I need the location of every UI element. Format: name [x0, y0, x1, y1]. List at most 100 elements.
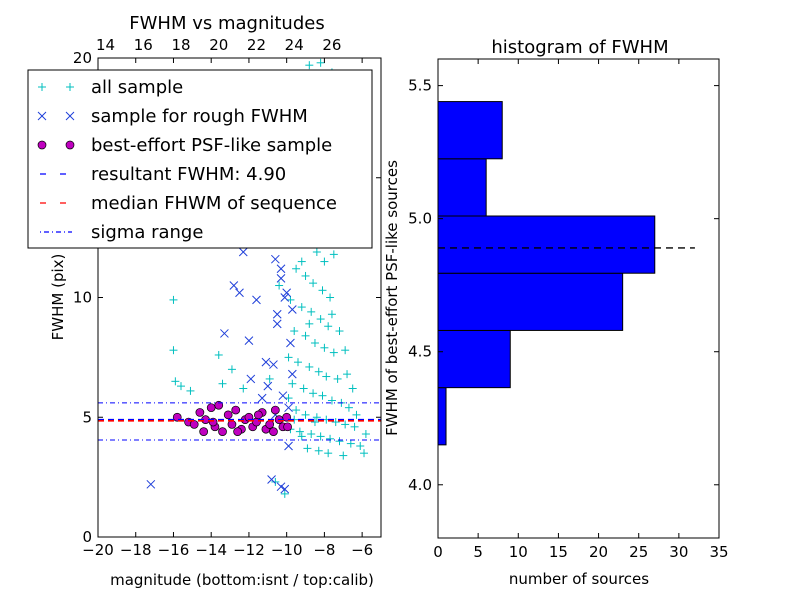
series-0-point-68 [346, 439, 355, 448]
series-0-point-55 [292, 406, 301, 415]
right-y-tick-label-2: 5.0 [408, 210, 432, 228]
left-top-axis: 14 16 18 20 22 24 26 [96, 36, 341, 54]
legend-swatch-2-a [37, 140, 47, 150]
series-1-point-8 [257, 393, 267, 403]
series-2-point-28 [269, 427, 278, 436]
series-0-point-46 [322, 372, 331, 381]
hist-bar-4 [437, 158, 487, 217]
series-1-point-16 [276, 273, 286, 283]
legend-all-sample: all sample [91, 77, 183, 98]
series-1-point-22 [286, 338, 295, 348]
series-1-point-11 [272, 319, 282, 329]
series-0-point-45 [314, 367, 323, 376]
left-plot-area [98, 58, 381, 498]
series-0-point-94 [310, 418, 319, 427]
series-2-point-24 [199, 427, 209, 436]
series-0-point-43 [293, 358, 302, 367]
right-x-tick-label-6: 30 [669, 543, 688, 561]
series-0-point-84 [327, 310, 336, 319]
series-1-point-20 [263, 381, 273, 391]
series-1-point-1 [220, 329, 229, 338]
left-y-axis-label: FWHM (pix) [49, 254, 67, 341]
right-axes-frame [437, 58, 720, 539]
series-0-point-0 [169, 295, 178, 304]
series-1-point-27 [287, 369, 297, 379]
series-2-point-26 [233, 427, 242, 436]
series-0-point-28 [301, 271, 310, 280]
series-0-point-6 [218, 379, 227, 388]
series-2-point-27 [254, 410, 263, 420]
series-0-point-64 [307, 430, 316, 439]
left-x-tick-label-0: −20 [82, 541, 114, 559]
right-x-tick-label-7: 35 [709, 543, 728, 561]
legend-swatches [37, 83, 75, 233]
series-1-point-21 [269, 360, 278, 369]
series-1-point-9 [261, 357, 271, 367]
series-0-point-90 [361, 430, 370, 439]
series-0-point-93 [297, 432, 306, 441]
series-0-point-54 [344, 403, 353, 412]
series-0-point-29 [309, 279, 318, 288]
right-y-axis: 4.0 4.5 5.0 5.5 [408, 77, 719, 494]
series-0-point-18 [316, 58, 325, 67]
left-y-tick-label-2: 10 [73, 289, 92, 307]
series-0-point-17 [305, 61, 314, 70]
series-0-point-10 [280, 489, 289, 498]
series-0-point-56 [301, 410, 310, 419]
series-0-point-70 [303, 444, 312, 453]
series-1-point-12 [276, 482, 286, 492]
series-0-point-27 [292, 264, 301, 273]
left-x-tick-label-4: −12 [233, 541, 265, 559]
legend-swatch-0-b [66, 83, 74, 91]
series-1-point-10 [267, 475, 276, 484]
series-2-point-2 [189, 420, 199, 429]
series-0-point-1 [169, 346, 178, 355]
series-0-point-52 [327, 396, 336, 405]
series-0-point-57 [312, 413, 321, 422]
right-y-tick-label-0: 4.0 [408, 476, 432, 494]
left-bottom-axis: −20 −18 −16 −14 −12 −10 −8 −6 [82, 58, 373, 559]
series-0-point-49 [299, 384, 308, 393]
right-x-tick-label-4: 20 [589, 543, 608, 561]
series-1-point-23 [272, 309, 282, 319]
series-1-point-14 [284, 441, 293, 451]
series-0-point-48 [288, 379, 297, 388]
series-0-point-41 [329, 348, 338, 357]
right-x-tick-label-0: 0 [433, 543, 443, 561]
series-2-point-11 [231, 405, 241, 415]
series-0-point-85 [335, 327, 344, 336]
right-chart: histogram of FWHM 0 5 10 15 20 25 30 35 4.0 4.5 5… [383, 37, 729, 588]
right-x-axis: 0 5 10 15 20 25 30 35 [433, 59, 729, 561]
series-1-point-4 [238, 247, 248, 257]
series-0-point-82 [297, 257, 306, 266]
legend-swatch-1-a [37, 111, 47, 121]
series-0-point-59 [331, 418, 340, 427]
left-legend: all sample sample for rough FWHM best-ef… [27, 69, 373, 249]
series-0-point-74 [360, 449, 369, 458]
series-1-point-3 [235, 288, 244, 298]
left-top-tick-label-2: 18 [171, 36, 190, 54]
series-0-point-34 [307, 307, 316, 316]
series-0-point-83 [305, 319, 314, 328]
left-series-layer [98, 58, 381, 498]
left-top-tick-label-0: 14 [96, 36, 115, 54]
right-y-tick-label-3: 5.5 [408, 77, 432, 95]
left-top-tick-label-1: 16 [134, 36, 153, 54]
series-0-point-51 [318, 391, 327, 400]
left-chart: FWHM vs magnitudes 14 16 18 20 22 24 26 −20 −18… [27, 13, 382, 589]
right-x-tick-label-2: 10 [509, 543, 528, 561]
left-top-tick-label-5: 24 [285, 36, 304, 54]
legend-sigma-range: sigma range [91, 222, 203, 243]
hist-bar-0 [437, 387, 447, 446]
series-1-point-18 [282, 288, 292, 298]
series-0-point-35 [316, 315, 325, 324]
series-0-point-67 [335, 437, 344, 446]
series-0-point-30 [318, 286, 327, 295]
series-0-point-42 [284, 353, 293, 362]
series-1-point-7 [252, 295, 261, 305]
series-0-point-44 [305, 362, 314, 371]
series-0-point-26 [320, 257, 329, 266]
series-1-point-25 [284, 403, 293, 413]
left-top-tick-label-4: 22 [247, 36, 266, 54]
